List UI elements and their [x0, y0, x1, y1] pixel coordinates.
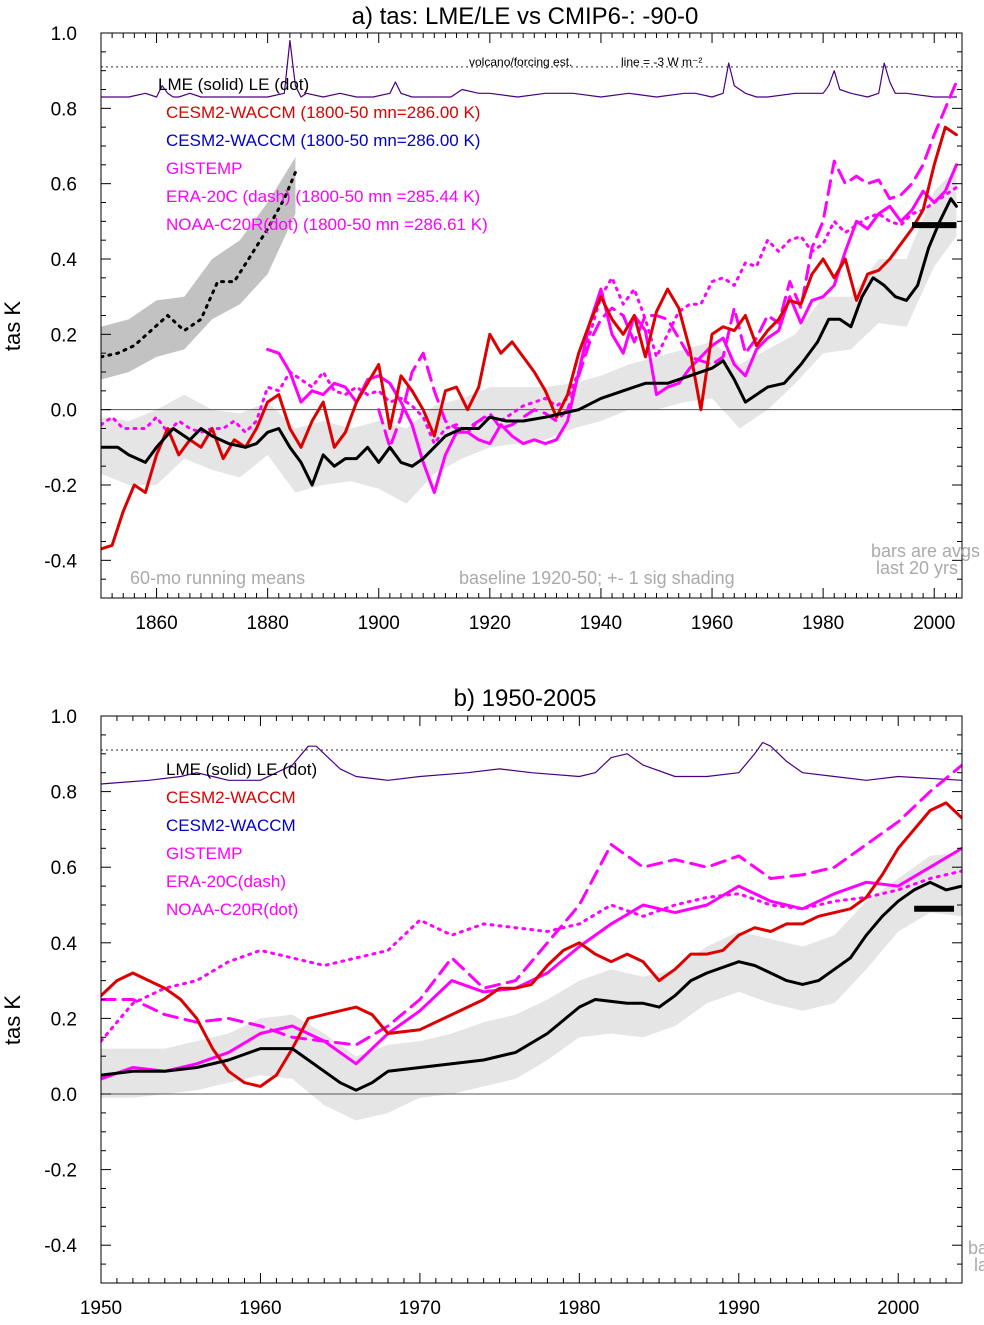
legend-entry: GISTEMP [166, 159, 243, 178]
panel-b-ylabel: tas K [0, 995, 25, 1045]
panel-b-bands [101, 852, 962, 1121]
y-tick-label: 0.0 [51, 1085, 77, 1106]
legend-entry: LME (solid) LE (dot) [166, 760, 317, 779]
panel-a-series [101, 39, 958, 551]
panel-b-series [101, 741, 962, 1092]
series-cesm2-waccm-line [101, 801, 962, 1088]
x-tick-label: 2000 [877, 1298, 919, 1319]
running-mean-note: 60-mo running means [130, 568, 305, 588]
series-volcano-forcing-est--line [101, 741, 962, 785]
volcano-note: volcano/forcing est. [469, 55, 572, 69]
baseline-note: baseline 1920-50; +- 1 sig shading [459, 568, 735, 588]
y-tick-label: -0.2 [44, 476, 77, 497]
forcing-line-note: line = -3 W m⁻² [621, 55, 702, 69]
panel-b: b) 1950-2005 tas K 1950 1960 1970 1980 1990 2… [0, 685, 984, 1319]
x-tick-label: 1920 [469, 613, 511, 634]
y-tick-label: 0.6 [51, 858, 77, 879]
legend-entry: CESM2-WACCM (1800-50 mn=286.00 K) [166, 103, 480, 122]
legend-entry: ERA-20C (dash) (1800-50 mn =285.44 K) [166, 187, 480, 206]
y-tick-label: 0.4 [51, 250, 78, 271]
y-tick-label: 1.0 [51, 707, 77, 728]
panel-b-y-axis: -0.4 -0.2 0.0 0.2 0.4 0.6 0.8 1.0 [44, 707, 962, 1284]
x-tick-label: 1980 [802, 613, 844, 634]
legend-entry: NOAA-C20R(dot) [166, 900, 298, 919]
bars-note-1: bars are avgs [871, 541, 980, 561]
panel-b-bars-note-1: ba [968, 1238, 984, 1258]
panel-a-y-axis: -0.4 -0.2 0.0 0.2 0.4 0.6 0.8 1.0 [44, 24, 962, 599]
y-tick-label: 0.4 [51, 934, 78, 955]
series-gistemp-line [101, 846, 962, 1081]
panel-a-ylabel: tas K [0, 301, 25, 351]
panel-a-bands [101, 157, 957, 504]
series-noaa-c20r-line [101, 185, 958, 446]
y-tick-label: 0.2 [51, 1009, 77, 1030]
y-tick-label: 0.0 [51, 401, 77, 422]
band-0-lme-1-sig [101, 852, 962, 1121]
panel-a: a) tas: LME/LE vs CMIP6-: -90-0 tas K 18… [0, 3, 980, 634]
x-tick-label: 1860 [135, 613, 177, 634]
panel-b-bars-note-2: la [974, 1255, 984, 1275]
legend-entry: NOAA-C20R(dot) (1800-50 mn =286.61 K) [166, 215, 488, 234]
y-tick-label: 0.6 [51, 175, 77, 196]
x-tick-label: 2000 [913, 613, 955, 634]
legend-entry: ERA-20C(dash) [166, 872, 286, 891]
band-1-le-1-sig [101, 157, 296, 380]
bars-note-2: last 20 yrs [876, 558, 958, 578]
band-0-lme-1-sig [101, 168, 957, 504]
panel-a-x-axis: 1860 1880 1900 1920 1940 1960 1980 2000 [100, 33, 957, 634]
legend-entry: CESM2-WACCM [166, 816, 296, 835]
legend-entry: CESM2-WACCM (1800-50 mn=286.00 K) [166, 131, 480, 150]
series-lme-line [101, 197, 958, 487]
series-era-20c-line [101, 763, 962, 1047]
y-tick-label: -0.2 [44, 1161, 77, 1182]
y-tick-label: 1.0 [51, 24, 77, 45]
legend-entry: LME (solid) LE (dot) [158, 75, 309, 94]
panel-b-legend: LME (solid) LE (dot) CESM2-WACCM CESM2-WAC… [166, 760, 317, 919]
x-tick-label: 1990 [718, 1298, 760, 1319]
y-tick-label: -0.4 [44, 1236, 77, 1257]
x-tick-label: 1980 [558, 1298, 600, 1319]
series-le-line [101, 170, 297, 359]
x-tick-label: 1960 [239, 1298, 281, 1319]
y-tick-label: 0.2 [51, 325, 77, 346]
series-volcano-forcing-est--line [101, 39, 957, 98]
panel-a-title: a) tas: LME/LE vs CMIP6-: -90-0 [352, 3, 699, 30]
x-tick-label: 1960 [691, 613, 733, 634]
x-tick-label: 1970 [399, 1298, 441, 1319]
legend-entry: GISTEMP [166, 844, 243, 863]
panel-a-legend: LME (solid) LE (dot) CESM2-WACCM (1800-50… [158, 75, 488, 234]
y-tick-label: 0.8 [51, 783, 77, 804]
series-noaa-c20r-line [101, 869, 962, 1043]
panel-b-x-axis: 1950 1960 1970 1980 1990 2000 [80, 716, 963, 1319]
panel-b-title: b) 1950-2005 [454, 685, 597, 712]
y-tick-label: 0.8 [51, 99, 77, 120]
x-tick-label: 1950 [80, 1298, 122, 1319]
y-tick-label: -0.4 [44, 551, 77, 572]
series-lme-line [101, 880, 962, 1092]
x-tick-label: 1900 [358, 613, 400, 634]
x-tick-label: 1880 [247, 613, 289, 634]
legend-entry: CESM2-WACCM [166, 788, 296, 807]
x-tick-label: 1940 [580, 613, 622, 634]
